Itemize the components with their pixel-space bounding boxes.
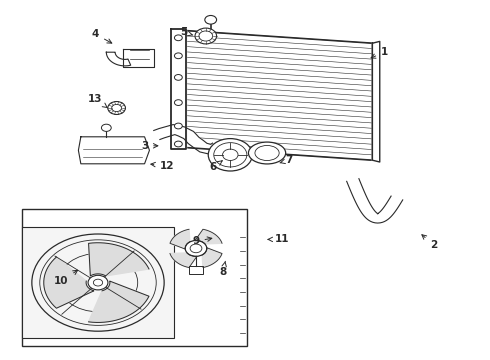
- Text: 13: 13: [88, 94, 108, 108]
- Polygon shape: [171, 29, 186, 149]
- Circle shape: [190, 244, 202, 253]
- Text: 1: 1: [371, 47, 388, 58]
- Polygon shape: [202, 248, 222, 267]
- Text: 6: 6: [210, 161, 222, 172]
- Circle shape: [101, 124, 111, 131]
- Text: 12: 12: [151, 161, 174, 171]
- Text: 3: 3: [141, 141, 158, 151]
- Circle shape: [108, 102, 125, 114]
- Text: 7: 7: [280, 155, 293, 165]
- Circle shape: [88, 275, 108, 290]
- Text: 5: 5: [180, 27, 193, 37]
- Polygon shape: [89, 243, 149, 276]
- Circle shape: [174, 53, 182, 59]
- Polygon shape: [106, 52, 131, 66]
- Circle shape: [199, 31, 213, 41]
- Ellipse shape: [248, 142, 286, 164]
- Bar: [189, 266, 203, 274]
- Text: 4: 4: [92, 29, 112, 43]
- Circle shape: [195, 28, 217, 44]
- Polygon shape: [154, 125, 219, 154]
- Text: 9: 9: [193, 236, 212, 246]
- Text: 10: 10: [54, 270, 77, 286]
- Polygon shape: [170, 229, 190, 249]
- Polygon shape: [170, 253, 197, 267]
- Bar: [22, 209, 247, 346]
- FancyBboxPatch shape: [22, 227, 174, 338]
- Circle shape: [174, 123, 182, 129]
- Polygon shape: [89, 281, 149, 323]
- Circle shape: [174, 75, 182, 80]
- Ellipse shape: [255, 145, 279, 161]
- Circle shape: [214, 143, 247, 167]
- Polygon shape: [186, 31, 372, 160]
- Text: 2: 2: [422, 235, 437, 250]
- Circle shape: [222, 149, 238, 161]
- Circle shape: [174, 141, 182, 147]
- Circle shape: [112, 104, 122, 112]
- Polygon shape: [122, 49, 154, 67]
- Polygon shape: [78, 137, 149, 164]
- Polygon shape: [44, 257, 94, 308]
- Text: 8: 8: [220, 261, 226, 277]
- Circle shape: [94, 279, 102, 286]
- Circle shape: [205, 15, 217, 24]
- Circle shape: [208, 139, 252, 171]
- Circle shape: [185, 240, 207, 256]
- Polygon shape: [372, 41, 380, 162]
- Polygon shape: [347, 179, 403, 223]
- Polygon shape: [195, 229, 222, 244]
- Circle shape: [174, 35, 182, 41]
- Circle shape: [174, 100, 182, 105]
- Text: 11: 11: [268, 234, 289, 244]
